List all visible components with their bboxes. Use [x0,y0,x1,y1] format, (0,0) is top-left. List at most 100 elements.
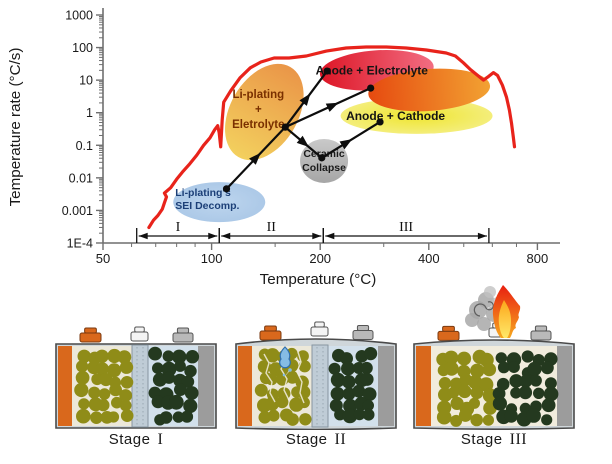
cathode-particle [159,411,173,424]
stage-3-label-prefix: Stage [460,431,503,448]
cathode-particle [504,409,518,423]
reaction-label-li-plating-sei-decomp: Li-plating's SEI Decomp. [175,187,239,212]
anode-particle [75,370,90,385]
anode-particle [95,362,109,376]
gas-bubble [288,368,292,372]
cathode-particle [353,408,366,421]
anode-particle [457,351,472,366]
anode-particle [117,350,132,364]
stage-1-label-prefix: Stage [108,431,151,448]
anode-particle [458,384,472,399]
stage-2-label: Stage II [226,431,406,449]
anode-particle [447,386,460,399]
anode-particle [77,349,91,363]
x-tick-label: 50 [96,251,110,266]
cathode-particle [529,374,542,387]
battery-stage-2-panel [228,280,408,430]
terminal-negative [176,327,190,334]
anode-particle [95,349,109,363]
anode-particle [470,386,484,400]
terminal-positive [442,325,455,332]
separator [311,344,329,428]
cathode-particle [527,361,542,377]
arrowhead-icon [325,232,335,240]
anode-particle [76,360,89,373]
anode-particle [111,396,123,409]
arrowhead-icon [221,232,231,240]
anode-particle [99,372,113,387]
smoke-swirl-icon [473,301,494,317]
cathode-particle [342,408,358,424]
terminal-positive [264,325,277,332]
cathode-particle [342,375,356,389]
anode-particle [109,383,122,397]
y-tick-label: 100 [72,41,93,55]
anode-particle [119,360,134,374]
terminal-vent [310,326,329,337]
cathode-particle [174,383,187,396]
x-tick-label: 200 [309,251,331,266]
anode-particle [254,383,268,397]
anode-particle [257,360,271,374]
gas-droplet [279,346,291,369]
anode-particle [97,398,110,412]
cathode-particle [362,399,374,412]
anode-particle [90,411,103,424]
cathode-particle [364,347,378,361]
anode-particle [88,386,101,399]
cathode-particle [330,386,345,401]
cathode-particle [492,387,506,400]
anode-particle [286,371,299,384]
cathode-particle [541,361,554,375]
arrowhead-icon [339,139,353,150]
anode-particle [286,413,299,426]
cathode-particle [508,361,520,373]
cathode-particle [172,411,185,423]
cathode-particle [526,408,541,423]
x-tick-label: 800 [527,251,549,266]
reaction-point-p-anode-electrolyte [323,67,331,75]
stage-1-label-numeral: I [157,431,164,448]
y-axis-label: Temperature rate (°C/s) [7,48,24,207]
cathode-particle [151,395,165,409]
arrowhead-icon [138,232,148,240]
anode-particle [458,408,472,422]
cathode-collector [378,346,394,426]
anode-particle [107,348,122,364]
anode-particle [438,377,452,390]
anode-particle [482,362,497,377]
cathode-particle [329,399,343,412]
gas-bubble [282,373,286,377]
terminal-vent [314,321,325,328]
anode-particle [107,363,122,378]
x-tick-label: 400 [418,251,440,266]
reaction-ellipse-li-plating-sei-decomp [173,182,266,223]
terminal-positive [437,330,460,341]
anode-particle [74,382,89,398]
anode-collector [58,346,72,426]
cathode-particle [521,350,534,363]
terminal-positive [259,330,282,341]
smoke-cloud-icon [477,317,491,331]
cathode-particle [352,384,366,398]
y-tick-label: 0.001 [62,204,93,218]
anode-collector [238,346,252,426]
anode-particle [450,414,463,427]
terminal-positive [79,332,102,343]
reaction-point-p-junction [281,123,289,131]
battery-stage-3-panel [406,280,586,430]
cathode-particle [341,361,355,376]
anode-particle [265,396,279,411]
reaction-label-anode-electrolyte: Anode + Electrolyte [316,63,429,77]
anode-particle [276,395,289,409]
cathode-particle [533,387,545,399]
reaction-point-p-sei [222,185,231,193]
terminal-negative [352,330,374,340]
cathode-particle [152,362,164,374]
stage-1-label: Stage I [46,431,226,449]
cathode-particle [509,374,523,388]
cathode-particle [184,364,197,378]
arrowhead-icon [299,93,311,106]
anode-particle [98,388,111,400]
